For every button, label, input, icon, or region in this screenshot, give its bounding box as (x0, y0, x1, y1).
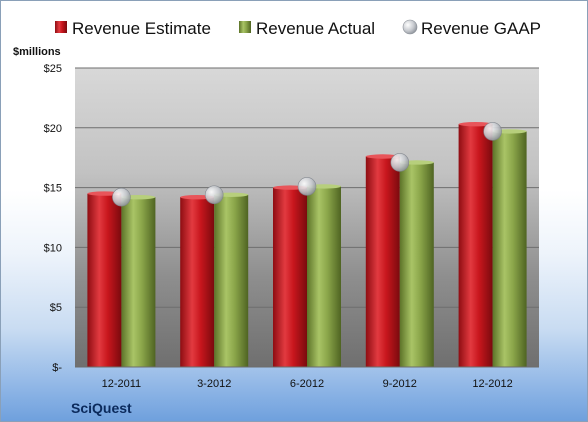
gaap-marker (390, 153, 410, 172)
estimate-bar (87, 193, 122, 367)
actual-bar (307, 186, 341, 367)
gaap-marker (483, 122, 502, 141)
x-tick-label: 12-2011 (102, 378, 142, 390)
bars (87, 122, 527, 367)
x-tick-label: 6-2012 (290, 378, 324, 390)
estimate-bar (458, 124, 493, 367)
legend-swatch-gaap (402, 19, 418, 35)
estimate-bar (273, 187, 307, 367)
y-tick-label: $25 (44, 63, 62, 75)
gaap-marker (204, 185, 224, 205)
gaap-markers (112, 122, 502, 207)
y-tick-label: $- (52, 362, 62, 374)
gaap-marker (297, 177, 317, 196)
legend-label-gaap: Revenue GAAP (421, 19, 541, 38)
y-axis-unit-label: $millions (13, 46, 61, 58)
x-axis-ticks: 12-2011 3-2012 6-2012 9-2012 12-2012 (102, 378, 513, 390)
estimate-bar-cap (365, 154, 400, 159)
y-tick-label: $20 (44, 123, 62, 135)
x-tick-label: 3-2012 (197, 378, 231, 390)
x-tick-label: 9-2012 (383, 378, 417, 390)
estimate-bar (365, 156, 400, 367)
brand-label: SciQuest (71, 400, 132, 416)
actual-bar (492, 131, 527, 367)
gaap-marker (112, 187, 131, 207)
legend: Revenue Estimate Revenue Actual Revenue … (55, 19, 541, 38)
legend-swatch-actual (239, 21, 251, 33)
y-tick-label: $15 (44, 183, 62, 195)
actual-bar (399, 162, 434, 367)
actual-bar (214, 194, 249, 367)
legend-label-actual: Revenue Actual (256, 19, 375, 38)
x-tick-label: 12-2012 (472, 378, 512, 390)
y-tick-label: $5 (50, 302, 62, 314)
y-tick-label: $10 (44, 242, 62, 254)
estimate-bar (180, 197, 215, 367)
y-axis-ticks: $- $5 $10 $15 $20 $25 (44, 63, 63, 374)
actual-bar (121, 197, 156, 367)
legend-swatch-estimate (55, 21, 67, 33)
estimate-bar-cap (458, 122, 493, 127)
legend-label-estimate: Revenue Estimate (72, 19, 211, 38)
